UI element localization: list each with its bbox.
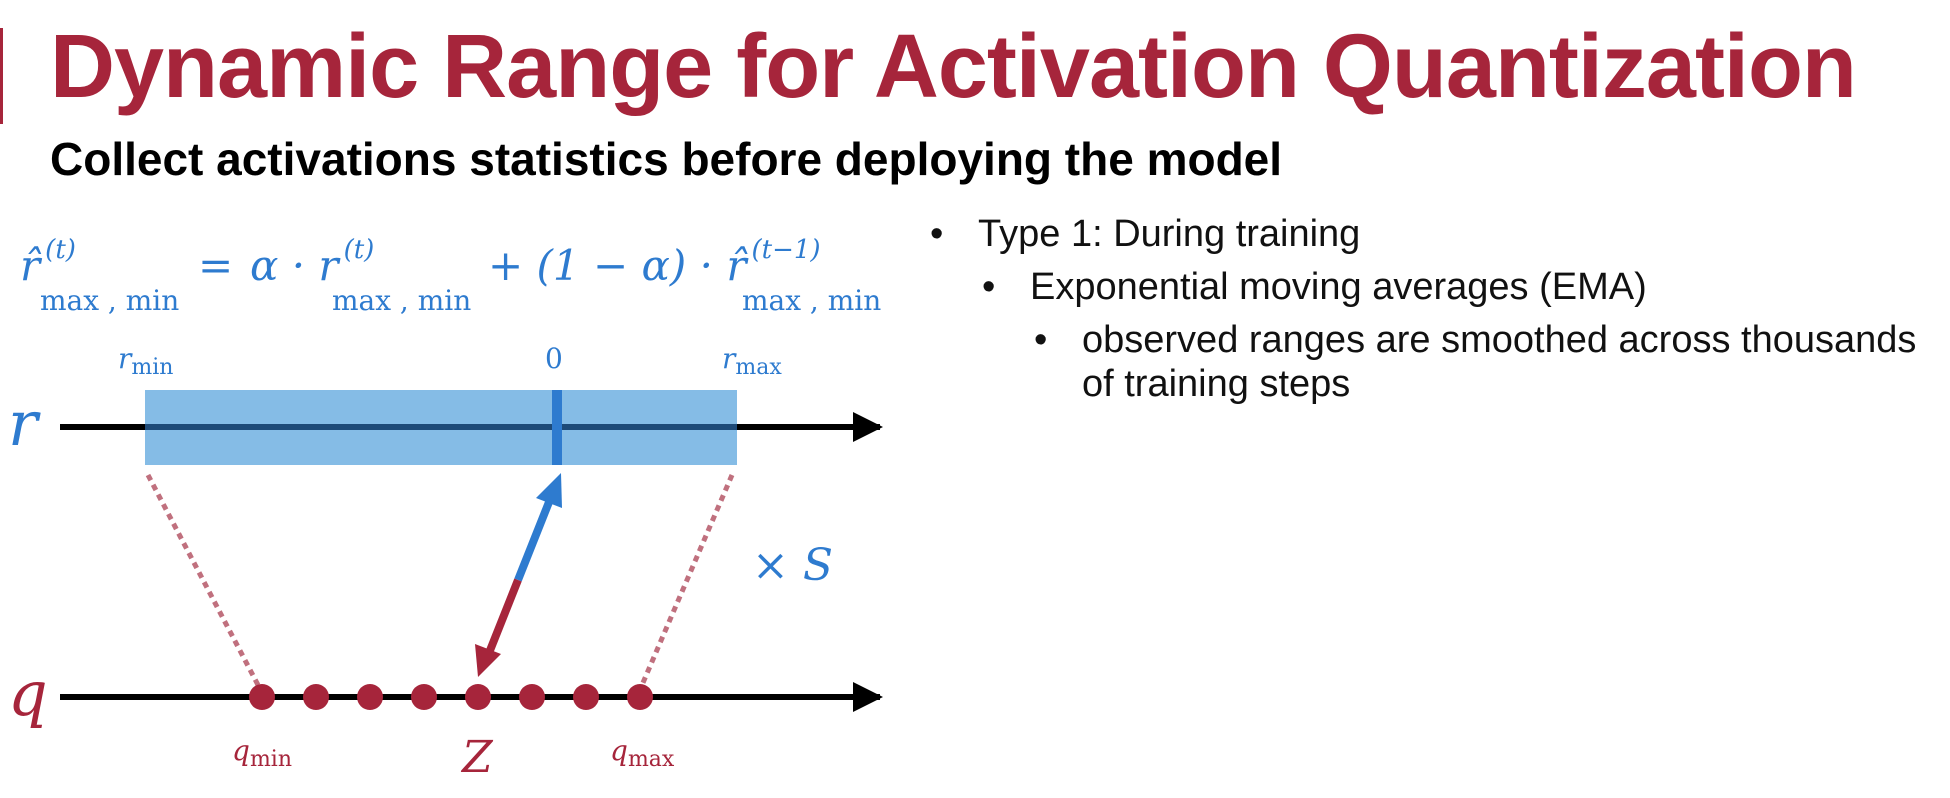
formula-eq: = <box>198 241 233 290</box>
quant-level-dot <box>627 684 653 710</box>
min-mapping-line <box>145 473 261 687</box>
scale-label: × S <box>752 540 833 591</box>
quant-level-dot <box>465 684 491 710</box>
r-min-label: rmin <box>118 342 173 380</box>
q-max-label: qmax <box>610 734 675 772</box>
zero-arrow-head <box>536 473 562 508</box>
q-axis-label: q <box>8 657 48 730</box>
zero-marker <box>552 390 562 465</box>
quant-level-dot <box>519 684 545 710</box>
formula-plus-term: + (1 − α) · r̂ <box>488 241 749 290</box>
quant-level-dot <box>303 684 329 710</box>
formula-lhs-sub: max , min <box>40 284 179 317</box>
formula-lhs-sup: (t) <box>45 235 76 265</box>
zero-point-arrow-lower <box>483 578 522 660</box>
formula-alpha-term: α · r <box>250 241 341 290</box>
zero-label: 0 <box>545 342 563 375</box>
zero-point-arrow-head <box>475 644 501 677</box>
formula-mid-sub: max , min <box>332 284 471 317</box>
slide-subtitle: Collect activations statistics before de… <box>50 133 1283 185</box>
max-mapping-line <box>639 474 735 686</box>
quantization-levels <box>249 684 653 710</box>
formula-mid-sup: (t) <box>344 235 375 265</box>
quant-level-dot <box>573 684 599 710</box>
r-axis-label: r <box>8 387 41 460</box>
quant-level-dot <box>357 684 383 710</box>
quant-level-dot <box>411 684 437 710</box>
quantization-diagram: r̂ (t) max , min = α · r (t) max , min +… <box>8 235 883 783</box>
formula-rhs-sub: max , min <box>742 284 881 317</box>
formula-rhs-sup: (t−1) <box>752 235 821 265</box>
bullet-list: Type 1: During training Exponential movi… <box>930 212 1930 407</box>
bullet-type-1: Type 1: During training <box>930 212 1930 257</box>
zero-point-label: Z <box>460 732 494 783</box>
formula-lhs-base: r̂ <box>20 241 43 290</box>
quant-level-dot <box>249 684 275 710</box>
bullet-ema: Exponential moving averages (EMA) <box>982 265 1930 310</box>
q-min-label: qmin <box>232 734 292 772</box>
slide-title: Dynamic Range for Activation Quantizatio… <box>50 17 1857 117</box>
ema-formula: r̂ (t) max , min = α · r (t) max , min +… <box>20 235 881 317</box>
r-max-label: rmax <box>722 342 782 380</box>
bullet-smoothing: observed ranges are smoothed across thou… <box>1034 318 1930 408</box>
accent-bar <box>0 28 3 124</box>
zero-arrow-upper <box>514 490 557 582</box>
